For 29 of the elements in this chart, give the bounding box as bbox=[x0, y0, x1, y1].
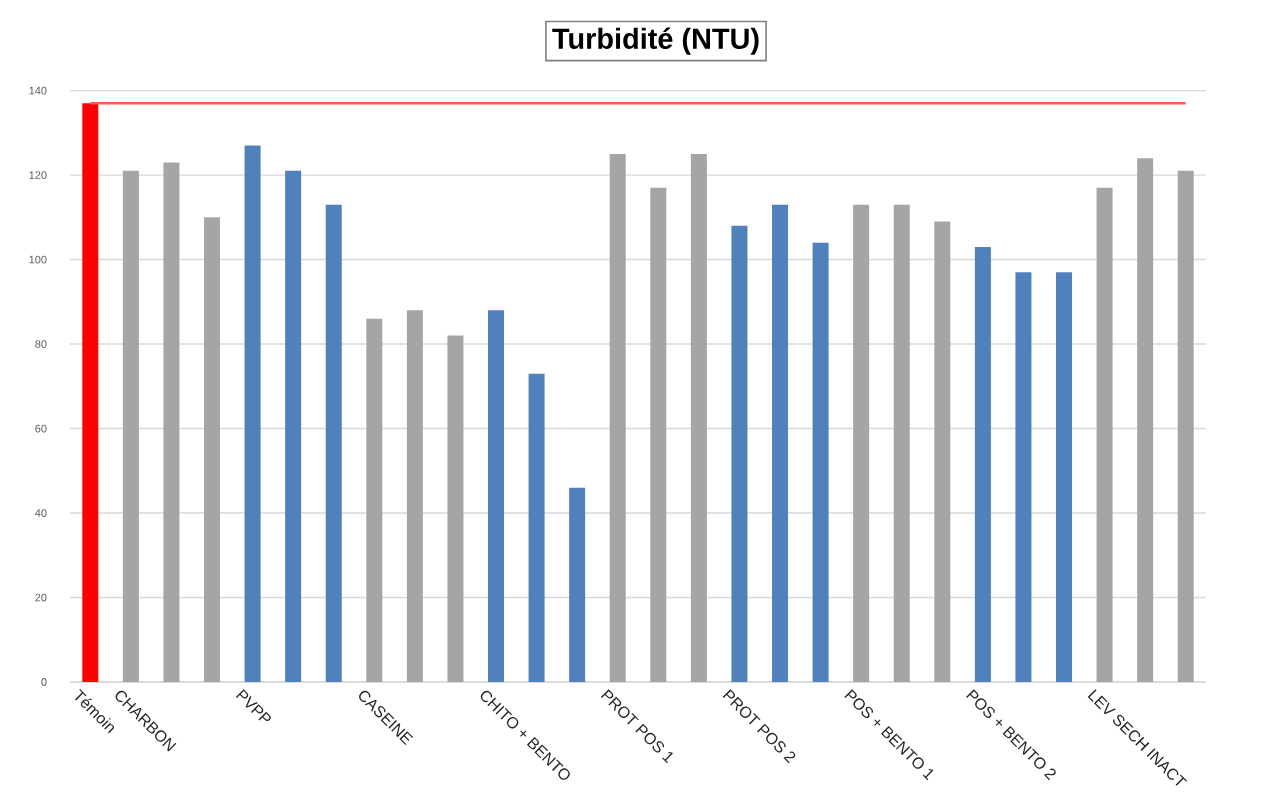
bar bbox=[447, 335, 464, 682]
bar bbox=[853, 204, 870, 682]
bar bbox=[528, 373, 545, 682]
bar bbox=[609, 153, 626, 682]
bar bbox=[122, 170, 139, 682]
bar bbox=[1015, 272, 1032, 682]
bar bbox=[366, 318, 383, 682]
bar bbox=[488, 310, 505, 682]
bar bbox=[893, 204, 910, 682]
bar bbox=[1096, 187, 1113, 682]
bar bbox=[974, 246, 991, 682]
bar bbox=[934, 221, 951, 682]
bar bbox=[406, 310, 423, 682]
bar bbox=[1056, 272, 1073, 682]
bar bbox=[1177, 170, 1194, 682]
bar bbox=[325, 204, 342, 682]
bar bbox=[82, 103, 99, 682]
bar bbox=[650, 187, 667, 682]
bar bbox=[812, 242, 829, 682]
bar bbox=[163, 162, 180, 682]
bar bbox=[731, 225, 748, 682]
bar bbox=[285, 170, 302, 682]
bar bbox=[569, 487, 586, 682]
bar bbox=[204, 217, 220, 682]
bar bbox=[244, 145, 261, 682]
bar bbox=[1137, 158, 1154, 682]
bar bbox=[690, 153, 707, 682]
bar bbox=[772, 204, 789, 682]
chart-title: Turbidité (NTU) bbox=[552, 27, 759, 55]
